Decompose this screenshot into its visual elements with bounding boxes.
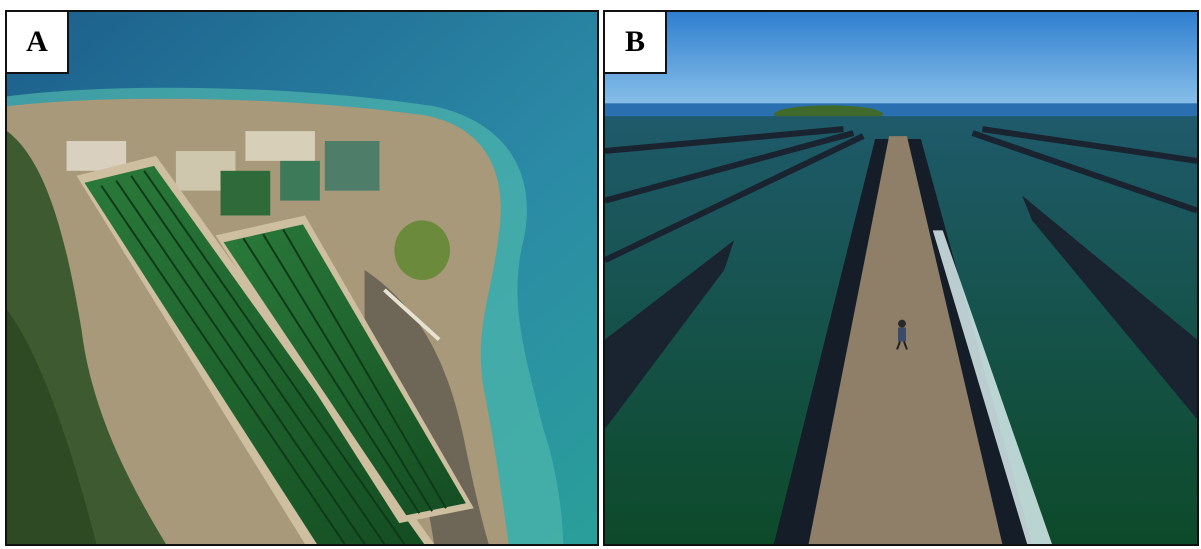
pond-liner-right [1022, 195, 1197, 419]
small-pond [220, 170, 271, 216]
berm-liner-left [773, 139, 892, 544]
raceway-ponds-illustration [605, 12, 1197, 544]
panel-a-aerial-photo: A [5, 10, 599, 546]
sky [605, 12, 1197, 112]
panel-b-ground-photo: B [603, 10, 1199, 546]
small-pond [280, 160, 320, 201]
shrub-patch [394, 220, 450, 280]
raceway-block-right [215, 215, 474, 524]
raceway-block-left [76, 155, 435, 544]
pipeline [383, 288, 441, 342]
building [245, 131, 315, 161]
person-walking [896, 319, 908, 350]
aerial-farm-illustration [7, 12, 597, 544]
panel-b-label: B [605, 12, 667, 74]
pond-liner-left [605, 240, 735, 429]
foam-wake [932, 230, 1052, 544]
panel-a-label: A [7, 12, 69, 74]
rocky-area [364, 270, 489, 544]
distant-pond-walls [605, 126, 1197, 263]
vegetation-dense [7, 309, 97, 544]
ocean-horizon [605, 103, 1197, 118]
small-pond [324, 141, 380, 191]
